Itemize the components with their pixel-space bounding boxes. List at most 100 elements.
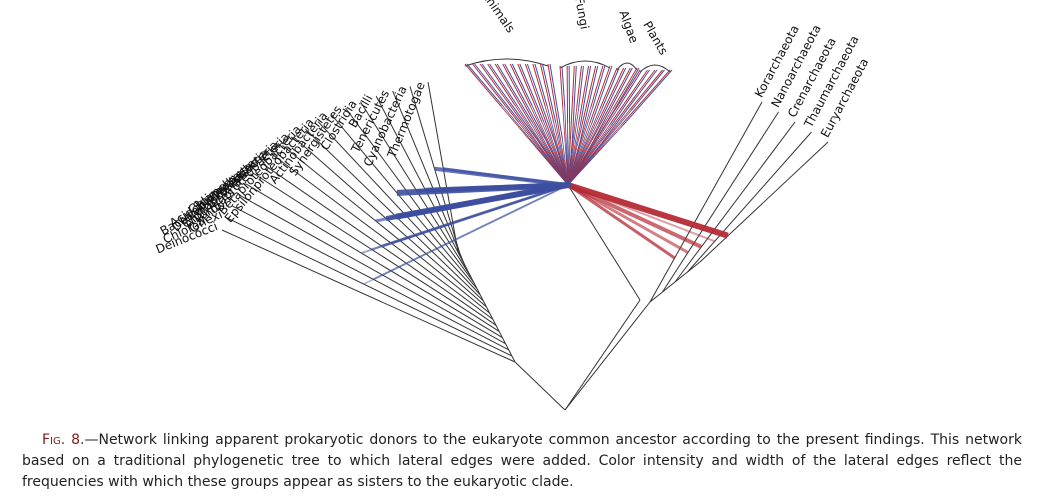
tree-branch xyxy=(482,300,487,308)
eukaryote-branch xyxy=(517,106,569,186)
bacterial-branch xyxy=(392,90,465,265)
eukaryote-branch xyxy=(532,106,569,186)
eukaryote-branch xyxy=(580,65,592,124)
eukaryote-branch xyxy=(511,63,533,107)
eukaryote-branch xyxy=(546,106,569,186)
eukaryote-branch xyxy=(494,63,531,123)
eukaryote-branch xyxy=(612,67,638,110)
clade-bracket xyxy=(464,58,549,67)
bacterial-branch xyxy=(293,136,487,308)
eukaryote-branch xyxy=(567,125,623,186)
archaeal-branch xyxy=(662,111,779,293)
eukaryote-branch xyxy=(549,63,563,139)
eukaryote-branch xyxy=(592,65,606,108)
eukaryote-group-label: Algae xyxy=(616,8,641,45)
eukaryote-branch xyxy=(489,63,519,107)
tree-branch xyxy=(662,281,676,293)
bacterial-branch xyxy=(232,205,509,351)
eukaryote-branch xyxy=(526,63,555,139)
eukaryote-branch xyxy=(629,69,663,111)
eukaryote-branch xyxy=(578,65,590,124)
eukaryote-branch xyxy=(576,65,582,108)
eukaryote-branch xyxy=(608,69,648,126)
tree-branch xyxy=(489,312,494,320)
eukaryote-branch xyxy=(578,65,584,108)
eukaryote-branch xyxy=(524,63,553,139)
tree-branch xyxy=(467,270,472,277)
eukaryote-group-label: Plants xyxy=(640,19,670,58)
eukaryote-branch xyxy=(622,69,673,126)
clade-bracket xyxy=(559,60,611,69)
eukaryote-branch xyxy=(534,63,548,107)
eukaryote-branch xyxy=(502,63,544,139)
tree-branch xyxy=(687,261,701,273)
eukaryote-branch xyxy=(487,63,517,107)
tree-branch xyxy=(495,325,500,332)
tree-branch xyxy=(564,299,641,411)
eukaryote-branch xyxy=(596,67,625,125)
eukaryote-branch xyxy=(532,63,546,107)
tree-branch xyxy=(457,251,462,259)
bacterial-branch xyxy=(221,229,516,363)
tree-branch xyxy=(498,331,503,338)
eukaryote-group-label: Animals xyxy=(479,0,518,35)
tree-branch xyxy=(674,271,688,283)
eukaryote-branch xyxy=(472,63,520,123)
eukaryote-branch xyxy=(567,107,594,186)
eukaryote-branch xyxy=(517,63,543,123)
eukaryote-branch xyxy=(561,65,566,108)
tree-branch xyxy=(486,306,491,314)
eukaryote-branch xyxy=(631,69,665,111)
tree-branch xyxy=(460,257,465,265)
eukaryote-group-label: Fungi xyxy=(572,0,591,30)
eukaryote-branch xyxy=(590,65,604,108)
bacterial-branch xyxy=(409,86,462,259)
bacterial-branch xyxy=(317,121,481,296)
eukaryote-ancestor xyxy=(565,182,571,188)
bacterial-branch xyxy=(282,145,490,314)
lateral-edge xyxy=(361,184,569,255)
eukaryote-branch xyxy=(571,65,577,140)
archaeal-branch xyxy=(687,131,812,273)
eukaryote-branch xyxy=(599,67,618,110)
eukaryote-branch xyxy=(610,69,650,126)
eukaryote-branch xyxy=(564,107,569,186)
tree-branch xyxy=(501,337,506,344)
eukaryote-branch xyxy=(614,69,641,111)
archaeal-branch xyxy=(649,101,763,303)
bacterial-branch xyxy=(271,153,494,320)
figure-caption: Fig. 8.—Network linking apparent prokary… xyxy=(22,430,1022,493)
eukaryote-branch xyxy=(481,63,537,139)
caption-text: —Network linking apparent prokaryotic do… xyxy=(22,432,1022,490)
eukaryote-branch xyxy=(567,107,580,186)
lateral-edge xyxy=(372,184,569,281)
tree-branch xyxy=(514,361,566,411)
archaeal-branch xyxy=(674,121,796,283)
bacterial-branch xyxy=(245,183,503,338)
bacterial-branch xyxy=(253,173,500,332)
tree-branch xyxy=(479,294,484,302)
eukaryote-branch xyxy=(616,69,643,111)
tree-branch xyxy=(463,263,468,271)
eukaryote-branch xyxy=(539,63,555,123)
eukaryote-branch xyxy=(519,63,545,123)
tree-branch xyxy=(511,355,516,363)
lateral-edge xyxy=(375,183,569,223)
eukaryote-branch xyxy=(466,63,504,107)
eukaryote-stem xyxy=(567,184,641,301)
archaeal-branch xyxy=(699,141,829,263)
eukaryote-branch xyxy=(591,65,613,124)
eukaryote-branch xyxy=(598,67,627,125)
network-figure: DeinococciChloroflexiChlorobiBacteroidet… xyxy=(154,0,871,411)
eukaryote-branch xyxy=(509,63,531,107)
eukaryote-branch xyxy=(464,63,502,107)
tree-branch xyxy=(564,301,651,411)
bacterial-branch xyxy=(330,114,478,289)
figure-label: Fig. 8. xyxy=(42,432,85,448)
eukaryote-branch xyxy=(474,63,522,123)
eukaryote-branch xyxy=(589,65,611,124)
lateral-edge xyxy=(396,182,569,196)
tree-branch xyxy=(505,343,510,351)
tree-branch xyxy=(476,288,481,296)
